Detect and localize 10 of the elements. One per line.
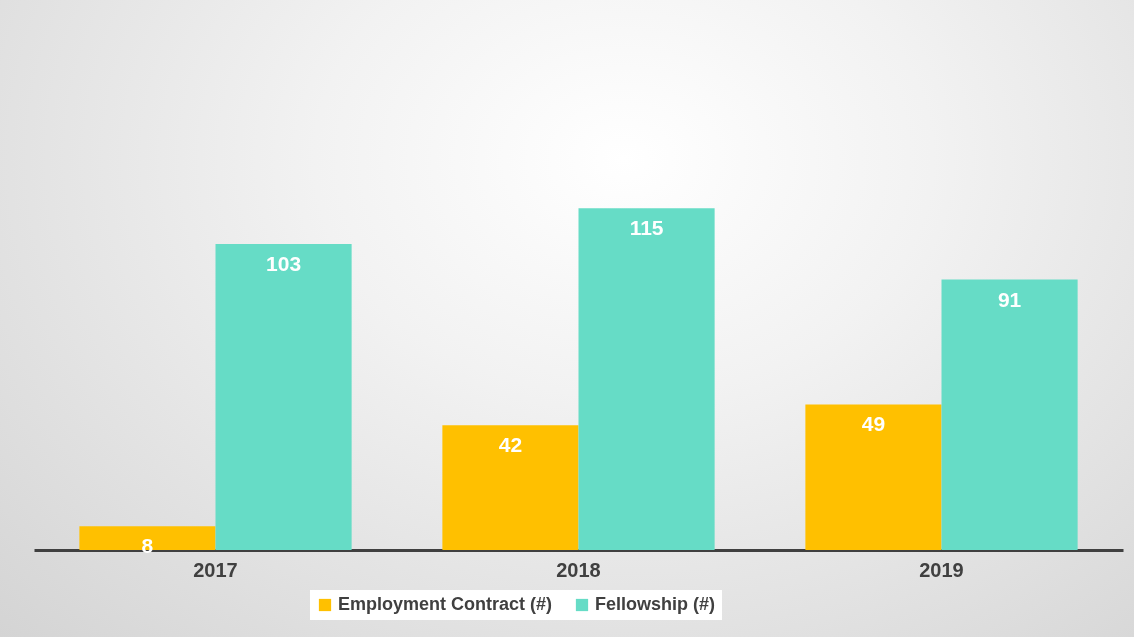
legend-label: Employment Contract (#) [338,594,553,614]
data-label: 91 [997,287,1022,311]
x-tick-label: 2018 [556,558,601,581]
data-label: 103 [266,251,302,275]
legend-label: Fellowship (#) [595,594,716,614]
data-label: 49 [861,412,886,436]
data-label: 42 [498,433,523,457]
x-tick-label: 2017 [193,558,238,581]
x-tick-label: 2019 [919,558,964,581]
data-label: 115 [629,216,664,240]
